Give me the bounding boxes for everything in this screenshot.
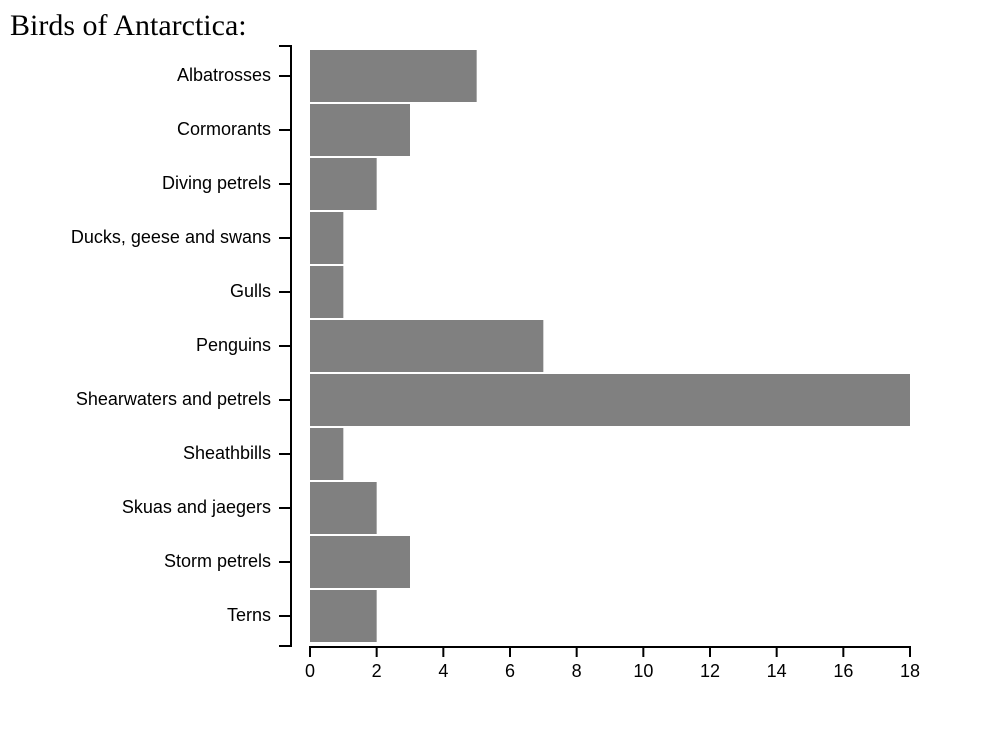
bar — [310, 104, 410, 156]
x-tick-label: 14 — [767, 661, 787, 681]
y-axis-line — [279, 45, 292, 647]
y-tick-label: Sheathbills — [183, 443, 271, 463]
x-axis: 0 2 4 6 8 10 12 14 16 18 — [305, 646, 920, 681]
bar — [310, 536, 410, 588]
x-tick-label: 2 — [372, 661, 382, 681]
bar — [310, 212, 344, 264]
x-tick-label: 10 — [633, 661, 653, 681]
bar — [310, 266, 344, 318]
bar — [310, 50, 477, 102]
chart-title: Birds of Antarctica: — [10, 9, 247, 42]
x-tick-label: 18 — [900, 661, 920, 681]
y-tick-label: Storm petrels — [164, 551, 271, 571]
x-tick-label: 6 — [505, 661, 515, 681]
y-tick-label: Ducks, geese and swans — [71, 227, 271, 247]
bar — [310, 374, 910, 426]
x-tick-label: 0 — [305, 661, 315, 681]
bar — [310, 428, 344, 480]
x-tick-label: 12 — [700, 661, 720, 681]
x-tick-label: 8 — [572, 661, 582, 681]
y-tick-label: Terns — [227, 605, 271, 625]
y-tick-label: Gulls — [230, 281, 271, 301]
bar — [310, 482, 377, 534]
bar — [310, 320, 544, 372]
bar — [310, 590, 377, 642]
y-tick-label: Cormorants — [177, 119, 271, 139]
x-tick-label: 16 — [833, 661, 853, 681]
x-axis-line — [309, 646, 911, 657]
y-tick-label: Diving petrels — [162, 173, 271, 193]
x-tick-label: 4 — [438, 661, 448, 681]
y-tick-label: Penguins — [196, 335, 271, 355]
y-axis: Albatrosses Cormorants Diving petrels Ducks… — [71, 45, 292, 647]
bar — [310, 158, 377, 210]
y-tick-label: Shearwaters and petrels — [76, 389, 271, 409]
bars-group — [310, 50, 910, 642]
y-tick-label: Albatrosses — [177, 65, 271, 85]
y-tick-label: Skuas and jaegers — [122, 497, 271, 517]
